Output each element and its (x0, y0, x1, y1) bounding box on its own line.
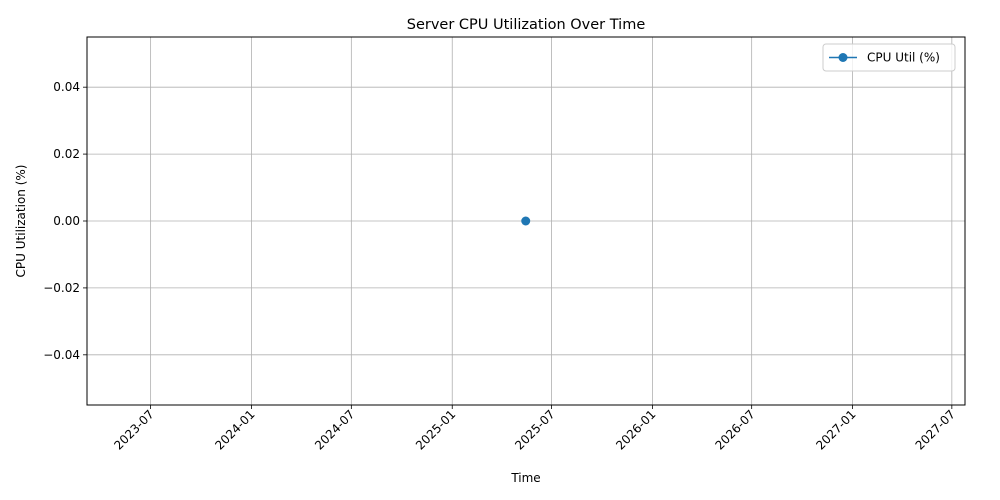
chart-title: Server CPU Utilization Over Time (407, 17, 646, 33)
x-tick-label: 2024-07 (312, 407, 357, 452)
x-tick-label: 2025-07 (512, 407, 557, 452)
legend-marker (838, 53, 848, 62)
y-tick-label: 0.04 (53, 80, 80, 94)
legend: CPU Util (%) (822, 43, 956, 72)
x-axis: 2023-07 2024-01 2024-07 2025-01 2025-07 2026-… (111, 405, 958, 453)
x-tick-label: 2025-01 (413, 407, 458, 452)
y-tick-label: −0.02 (43, 281, 80, 295)
x-tick-label: 2024-01 (212, 407, 257, 452)
x-tick-label: 2027-07 (913, 407, 958, 452)
y-axis: −0.04 −0.02 0.00 0.02 0.04 (43, 80, 87, 362)
y-tick-label: 0.02 (53, 147, 80, 161)
legend-box (822, 43, 956, 72)
y-tick-label: −0.04 (43, 348, 80, 362)
x-tick-label: 2026-07 (712, 407, 757, 452)
legend-label: CPU Util (%) (867, 51, 940, 65)
grid (87, 37, 965, 405)
series-layer (521, 216, 531, 226)
data-point (521, 216, 531, 226)
x-tick-label: 2027-01 (813, 407, 858, 452)
x-tick-label: 2023-07 (111, 407, 156, 452)
x-axis-label: Time (510, 471, 540, 485)
x-tick-label: 2026-01 (613, 407, 658, 452)
y-tick-label: 0.00 (53, 214, 80, 228)
y-axis-label: CPU Utilization (%) (14, 165, 28, 278)
